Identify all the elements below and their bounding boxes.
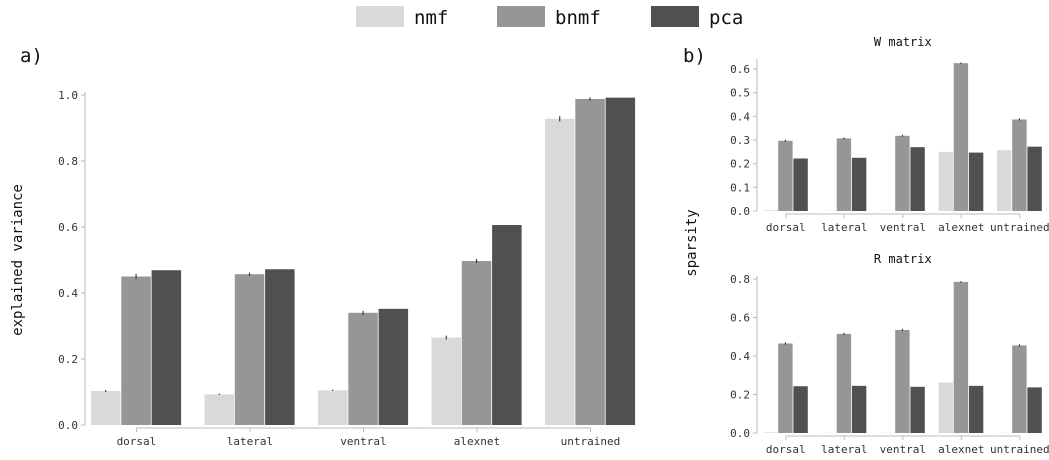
panel-b1-bar-pca-untrained [1027,146,1042,211]
panel-a-bar-bnmf-ventral [348,312,378,425]
panel-a-bar-nmf-dorsal [91,391,121,425]
panel-a-bar-bnmf-untrained [575,98,605,426]
panel-b1-bar-pca-alexnet [968,152,984,211]
legend: nmf bnmf pca [356,6,743,29]
panel-b1-ytick-label: 0.0 [730,205,750,218]
panel-b1-xtick-label-dorsal: dorsal [766,221,806,234]
legend-swatch-bnmf [497,6,545,27]
legend-label-nmf: nmf [414,7,448,29]
panel-a-panel-label: a) [20,45,43,67]
panel-b2-ytick-label: 0.6 [730,312,750,325]
panel-a-bar-nmf-alexnet [431,337,461,425]
panel-b1-ytick-label: 0.5 [730,87,750,100]
panel-b1-ylabel: sparsity [684,209,700,276]
panel-a-bar-nmf-lateral [204,394,234,425]
legend-label-pca: pca [709,7,743,29]
panel-b2-bar-pca-lateral [851,385,867,433]
panel-b1-ytick-label: 0.6 [730,63,750,76]
panel-a-xtick-label-alexnet: alexnet [454,435,500,448]
panel-a-bar-pca-untrained [605,97,636,425]
panel-b-w-matrix: 0.0 0.1 0.2 0.3 0.4 0.5 0.6 dorsal lateral ventra… [683,35,1049,277]
panel-b1-ytick-label: 0.3 [730,134,750,147]
panel-a-bar-pca-lateral [265,269,295,425]
panel-b2-bar-nmf-alexnet [938,382,953,433]
panel-b1-xtick-label-alexnet: alexnet [938,221,984,234]
panel-b2-xtick-label-untrained: untrained [990,443,1049,456]
panel-a-xtick-label-dorsal: dorsal [117,435,157,448]
panel-a-bar-bnmf-alexnet [461,260,492,425]
panel-a-xtick-label-lateral: lateral [227,435,273,448]
panel-b1-bar-pca-ventral [910,147,925,211]
panel-b2-bar-bnmf-lateral [836,333,852,433]
panel-b1-bar-bnmf-lateral [836,138,852,211]
panel-b1-xtick-label-lateral: lateral [821,221,867,234]
panel-a-bar-pca-dorsal [151,270,182,425]
panel-a-ylabel: explained variance [10,184,26,336]
panel-b2-bar-pca-dorsal [793,386,808,433]
panel-b1-bar-nmf-untrained [997,150,1012,211]
legend-label-bnmf: bnmf [555,7,601,29]
panel-a-ytick-label: 0.4 [58,287,78,300]
panel-a-ytick-label: 1.0 [58,89,78,102]
panel-b1-panel-label: b) [683,45,706,67]
panel-a-explained-variance: 0.0 0.2 0.4 0.6 0.8 1.0 dorsal lateral ventral al… [10,45,636,448]
panel-b2-bar-bnmf-untrained [1012,345,1027,433]
panel-a-bar-nmf-ventral [318,390,348,425]
panel-b1-bar-bnmf-alexnet [953,63,969,211]
panel-b2-xtick-label-alexnet: alexnet [938,443,984,456]
panel-b2-xtick-label-ventral: ventral [880,443,926,456]
panel-a-bar-nmf-untrained [545,118,575,425]
panel-b2-ytick-label: 0.0 [730,427,750,440]
panel-a-ytick-label: 0.6 [58,221,78,234]
panel-b2-bar-nmf-dorsal [763,432,778,433]
panel-b-r-matrix: 0.0 0.2 0.4 0.6 0.8 dorsal lateral ventral alexn… [730,252,1049,456]
panel-b2-xtick-label-lateral: lateral [821,443,867,456]
panel-b2-bar-bnmf-alexnet [953,281,969,433]
panel-b1-bar-pca-dorsal [793,158,808,211]
panel-b2-ytick-label: 0.8 [730,273,750,286]
panel-b2-bar-pca-untrained [1027,387,1042,433]
panel-b1-bar-bnmf-untrained [1012,119,1027,211]
panel-b2-title: R matrix [874,252,932,266]
panel-a-bar-bnmf-dorsal [121,276,151,425]
panel-b2-bar-bnmf-ventral [895,330,910,433]
panel-b2-bar-pca-ventral [910,386,925,433]
panel-a-bar-pca-alexnet [492,225,522,425]
panel-a-ytick-label: 0.8 [58,155,78,168]
panel-a-ytick-label: 0.0 [58,419,78,432]
panel-b1-title: W matrix [874,35,932,49]
panel-b2-ytick-label: 0.2 [730,389,750,402]
panel-b2-xtick-label-dorsal: dorsal [766,443,806,456]
panel-b2-bar-pca-alexnet [968,385,984,433]
panel-b1-ytick-label: 0.1 [730,181,750,194]
panel-b2-bar-bnmf-dorsal [778,343,793,433]
panel-b1-bar-bnmf-ventral [895,135,910,211]
panel-a-bar-bnmf-lateral [234,274,265,425]
panel-b1-bar-nmf-dorsal [763,210,778,211]
panel-b1-xtick-label-ventral: ventral [880,221,926,234]
panel-a-ytick-label: 0.2 [58,353,78,366]
legend-swatch-pca [651,6,699,27]
panel-b1-bar-nmf-alexnet [938,151,953,211]
panel-a-xtick-label-untrained: untrained [561,435,621,448]
panel-b1-ytick-label: 0.4 [730,110,750,123]
panel-b2-ytick-label: 0.4 [730,350,750,363]
panel-a-xtick-label-ventral: ventral [340,435,386,448]
panel-b1-bar-pca-lateral [851,157,867,211]
panel-a-bar-pca-ventral [378,308,409,425]
legend-swatch-nmf [356,6,404,27]
panel-b1-xtick-label-untrained: untrained [990,221,1049,234]
panel-b1-bar-bnmf-dorsal [778,140,793,211]
panel-b1-ytick-label: 0.2 [730,158,750,171]
